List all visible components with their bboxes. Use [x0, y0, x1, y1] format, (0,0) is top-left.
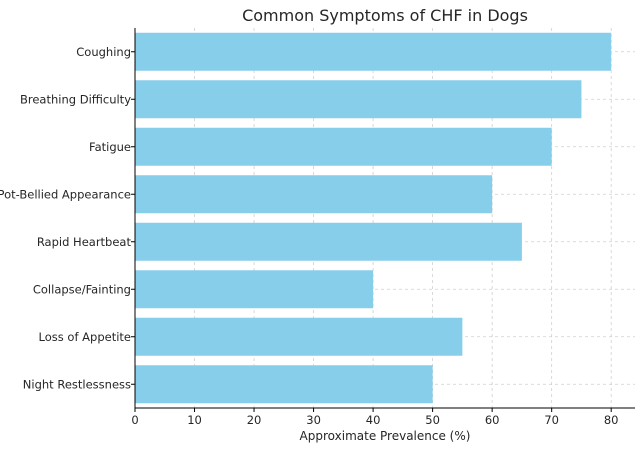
bar-coughing: [135, 32, 612, 71]
bar-night-restlessness: [135, 365, 433, 404]
bar-collapse-fainting: [135, 270, 374, 309]
x-tick-label: 50: [425, 413, 440, 427]
x-tick-label: 0: [131, 413, 138, 427]
x-tick-label: 40: [366, 413, 381, 427]
y-tick-label: Fatigue: [89, 140, 131, 154]
x-tick-label: 60: [485, 413, 500, 427]
y-tick-label: Breathing Difficulty: [20, 92, 131, 106]
bar-loss-of-appetite: [135, 317, 463, 356]
x-tick-label: 20: [247, 413, 262, 427]
bar-fatigue: [135, 127, 552, 166]
y-tick-label: Coughing: [76, 45, 131, 59]
y-tick-label: Loss of Appetite: [39, 330, 131, 344]
bars: [135, 32, 612, 404]
y-tick-labels: Coughing Breathing Difficulty Fatigue Pot-B…: [0, 45, 131, 392]
bar-breathing-difficulty: [135, 80, 582, 119]
y-tick-label: Night Restlessness: [23, 377, 131, 391]
bar-rapid-heartbeat: [135, 222, 522, 261]
x-tick-labels: 0 10 20 30 40 50 60 70 80: [131, 413, 618, 427]
axes: [131, 28, 635, 412]
y-tick-label: Pot-Bellied Appearance: [0, 187, 131, 201]
chart-title: Common Symptoms of CHF in Dogs: [242, 6, 528, 25]
x-tick-label: 30: [306, 413, 321, 427]
bar-pot-bellied-appearance: [135, 175, 493, 214]
x-tick-label: 70: [544, 413, 559, 427]
y-tick-label: Collapse/Fainting: [33, 282, 131, 296]
y-tick-label: Rapid Heartbeat: [37, 235, 132, 249]
x-axis-label: Approximate Prevalence (%): [300, 429, 471, 443]
x-tick-label: 10: [187, 413, 202, 427]
x-tick-label: 80: [604, 413, 619, 427]
